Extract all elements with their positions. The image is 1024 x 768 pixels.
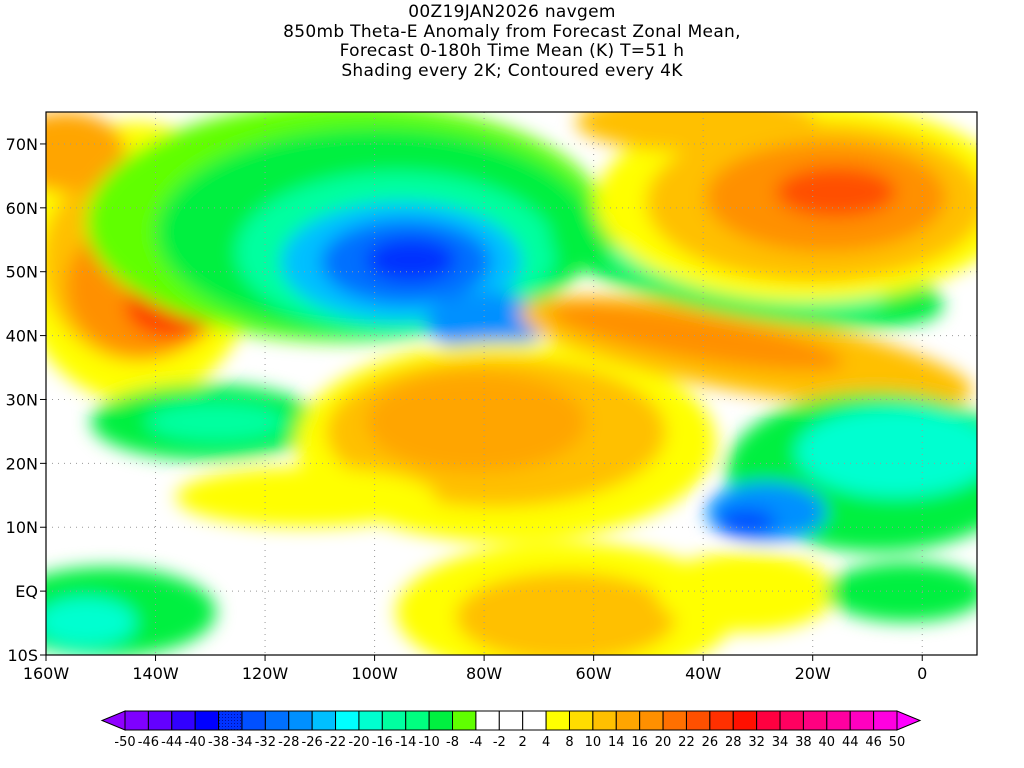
colorbar-swatch <box>592 710 617 731</box>
colorbar-label: -40 <box>185 735 206 750</box>
colorbar-swatch <box>498 710 524 731</box>
lon-tick-label: 80W <box>466 664 502 683</box>
colorbar-swatch <box>639 710 664 731</box>
lon-tick-label: 40W <box>685 664 721 683</box>
colorbar-label: 44 <box>842 735 859 750</box>
colorbar-label: -46 <box>138 735 159 750</box>
lat-tick-label: 10S <box>7 646 38 665</box>
colorbar-label: 10 <box>585 735 602 750</box>
colorbar-label: 32 <box>748 735 765 750</box>
colorbar-label: 14 <box>608 735 625 750</box>
lon-tick-label: 0 <box>917 664 927 683</box>
colorbar-swatch <box>241 710 266 731</box>
colorbar-swatch <box>826 710 851 731</box>
colorbar-swatch <box>849 710 875 731</box>
colorbar-label: -50 <box>114 735 135 750</box>
lat-tick-label: 70N <box>6 135 38 154</box>
colorbar-label: 28 <box>725 735 742 750</box>
colorbar-label: 34 <box>772 735 789 750</box>
colorbar-label: -2 <box>493 735 506 750</box>
graticule <box>46 112 977 655</box>
lon-tick-label: 120W <box>242 664 289 683</box>
colorbar-swatch <box>428 710 454 731</box>
colorbar-label: -32 <box>255 735 276 750</box>
lon-tick-label: 60W <box>576 664 612 683</box>
colorbar-label: -26 <box>302 735 323 750</box>
colorbar-low-arrow <box>100 710 126 731</box>
colorbar-label: -38 <box>208 735 229 750</box>
title-line-1: 00Z19JAN2026 navgem <box>408 2 616 22</box>
title-line-2: 850mb Theta-E Anomaly from Forecast Zona… <box>283 21 741 42</box>
lat-tick-label: 50N <box>6 263 38 282</box>
colorbar-label: 46 <box>865 735 882 750</box>
colorbar-label: 40 <box>819 735 836 750</box>
colorbar-swatch <box>732 710 758 731</box>
colorbar-swatch <box>709 710 734 731</box>
colorbar-swatch <box>288 710 313 731</box>
colorbar-label: 22 <box>678 735 695 750</box>
colorbar: -50 -46 -44 -40 -38 -34 -32 -28 -26 -22 -20 -16 -14-… <box>100 710 922 750</box>
colorbar-swatch <box>381 710 407 731</box>
plot-frame <box>45 111 978 656</box>
lat-tick-label: EQ <box>15 582 38 601</box>
colorbar-swatch <box>873 710 898 731</box>
colorbar-label: -44 <box>161 735 182 750</box>
colorbar-swatch <box>545 710 570 731</box>
colorbar-label: 4 <box>542 735 550 750</box>
colorbar-swatch <box>685 710 711 731</box>
colorbar-swatch <box>264 710 290 731</box>
colorbar-label: -34 <box>231 735 252 750</box>
colorbar-label: 26 <box>702 735 719 750</box>
colorbar-swatch <box>147 710 173 731</box>
lon-tick-label: 160W <box>23 664 70 683</box>
colorbar-swatch <box>568 710 594 731</box>
colorbar-swatch <box>475 710 500 731</box>
lat-tick-label: 10N <box>6 518 38 537</box>
colorbar-label: -4 <box>469 735 482 750</box>
lon-tick-label: 100W <box>351 664 398 683</box>
colorbar-label: 2 <box>519 735 527 750</box>
colorbar-swatch <box>452 710 477 731</box>
colorbar-label: -16 <box>372 735 393 750</box>
colorbar-high-arrow <box>896 710 922 731</box>
colorbar-label: -8 <box>446 735 459 750</box>
lon-tick-label: 20W <box>795 664 831 683</box>
colorbar-label: -10 <box>419 735 440 750</box>
colorbar-label: 16 <box>631 735 648 750</box>
shaded-field <box>46 112 977 655</box>
lat-tick-label: 60N <box>6 199 38 218</box>
colorbar-label: 50 <box>889 735 906 750</box>
colorbar-swatch <box>311 710 337 731</box>
latitude-axis: 70N 60N 50N 40N 30N 20N 10N EQ 10S <box>6 135 46 665</box>
colorbar-swatch <box>802 710 828 731</box>
longitude-axis: 160W 140W 120W 100W 80W 60W 40W 20W 0 <box>23 655 927 683</box>
colorbar-swatch <box>615 710 641 731</box>
colorbar-label: 38 <box>795 735 812 750</box>
colorbar-label: -28 <box>278 735 299 750</box>
colorbar-swatch <box>405 710 430 731</box>
colorbar-label: -20 <box>348 735 369 750</box>
colorbar-label: 20 <box>655 735 672 750</box>
lat-tick-label: 40N <box>6 327 38 346</box>
lon-tick-label: 140W <box>132 664 179 683</box>
title-line-3: Forecast 0-180h Time Mean (K) T=51 h <box>339 41 685 61</box>
colorbar-swatch <box>662 710 687 731</box>
colorbar-label: 8 <box>565 735 573 750</box>
title-line-4: Shading every 2K; Contoured every 4K <box>341 60 683 81</box>
colorbar-swatch <box>218 710 243 731</box>
colorbar-swatch <box>171 710 196 731</box>
colorbar-swatch <box>358 710 383 731</box>
colorbar-swatch <box>756 710 781 731</box>
colorbar-swatch <box>194 710 220 731</box>
colorbar-swatch <box>522 710 547 731</box>
colorbar-swatch <box>335 710 360 731</box>
lat-tick-label: 30N <box>6 390 38 409</box>
lat-tick-label: 20N <box>6 454 38 473</box>
colorbar-swatch <box>779 710 804 731</box>
colorbar-swatch <box>124 710 149 731</box>
colorbar-label: -14 <box>395 735 416 750</box>
colorbar-label: -22 <box>325 735 346 750</box>
chart-title: 00Z19JAN2026 navgem 850mb Theta-E Anomal… <box>0 2 1024 81</box>
